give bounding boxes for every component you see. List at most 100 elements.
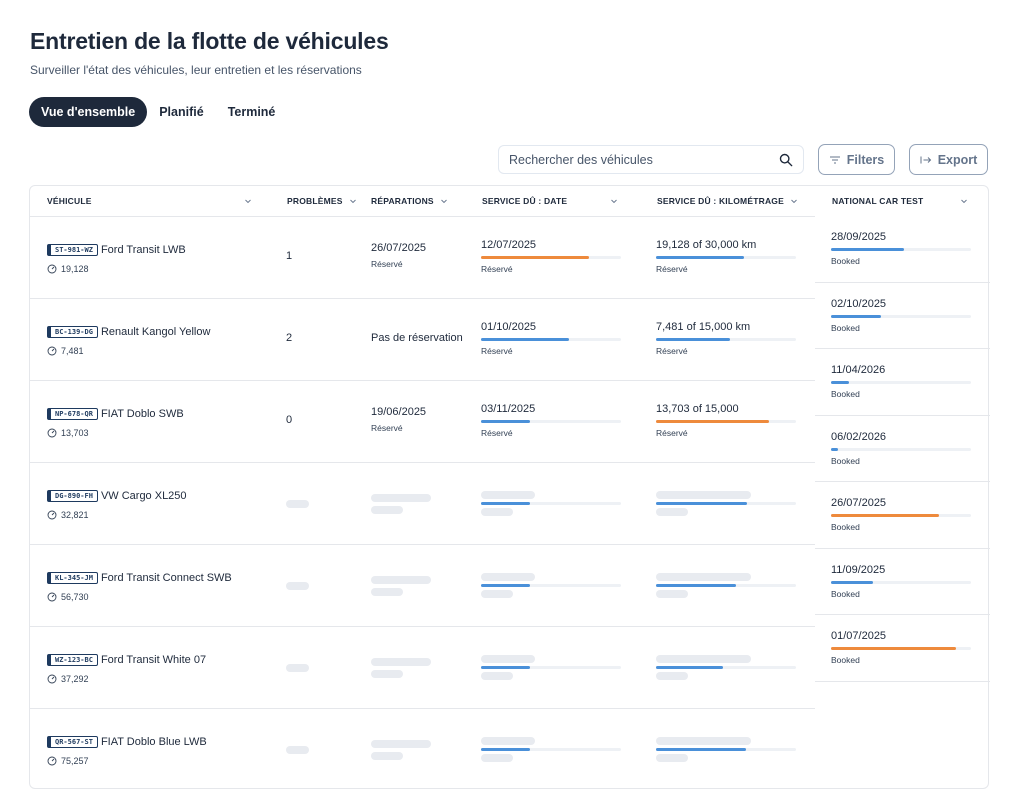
repairs-skeleton xyxy=(371,494,431,502)
service-date: 12/07/2025 xyxy=(481,239,537,251)
vehicle-line: DG-890-FH VW Cargo XL250 xyxy=(47,487,187,505)
vehicle-name[interactable]: Renault Kangol Yellow xyxy=(100,325,211,338)
search-box xyxy=(498,145,804,174)
vehicle-cell: NP-678-QR FIAT Doblo SWB 13,703 xyxy=(47,405,184,438)
nct-bar xyxy=(831,647,971,650)
odometer: 7,481 xyxy=(47,346,210,356)
service-km-skeleton xyxy=(656,754,688,762)
service-km-cell: 19,128 of 30,000 km Réservé xyxy=(656,239,796,274)
vehicle-line: KL-345-JM Ford Transit Connect SWB xyxy=(47,569,232,587)
repairs-status: Réservé xyxy=(371,259,403,269)
repairs-date: 19/06/2025 xyxy=(371,406,427,418)
service-date-bar-wrap xyxy=(481,579,621,587)
table-row[interactable]: KL-345-JM Ford Transit Connect SWB 56,730 xyxy=(30,544,815,626)
service-km-bar xyxy=(656,338,796,341)
nct-item[interactable]: 28/09/2025 Booked xyxy=(815,216,990,283)
filters-button[interactable]: Filters xyxy=(818,144,895,175)
col-problems[interactable]: PROBLÈMES xyxy=(287,186,357,216)
nct-item[interactable]: 26/07/2025 Booked xyxy=(815,482,990,549)
problems-skeleton xyxy=(286,664,309,672)
repairs-skeleton xyxy=(371,506,403,514)
service-km-bar-wrap xyxy=(656,497,796,505)
service-date-bar xyxy=(481,584,621,587)
vehicle-name[interactable]: Ford Transit White 07 xyxy=(100,653,207,666)
search-icon[interactable] xyxy=(779,153,793,167)
col-vehicle[interactable]: VÉHICULE xyxy=(47,186,252,216)
service-date-bar-wrap xyxy=(481,661,621,669)
service-km-skeleton xyxy=(656,508,688,516)
search-input[interactable] xyxy=(509,152,779,167)
odometer: 32,821 xyxy=(47,510,187,520)
vehicle-name[interactable]: VW Cargo XL250 xyxy=(100,489,187,502)
odometer: 56,730 xyxy=(47,592,232,602)
service-km-skeleton xyxy=(656,672,688,680)
nct-status: Booked xyxy=(831,389,860,399)
service-date-bar xyxy=(481,256,621,259)
col-service-km[interactable]: SERVICE DÛ : KILOMÉTRAGE xyxy=(657,186,798,216)
service-date-bar-fill xyxy=(481,256,589,259)
col-vehicle-label: VÉHICULE xyxy=(47,196,92,206)
service-km-bar-wrap xyxy=(656,579,796,587)
vehicle-name[interactable]: Ford Transit Connect SWB xyxy=(100,571,232,584)
nct-item[interactable]: 11/09/2025 Booked xyxy=(815,549,990,615)
service-km-bar xyxy=(656,666,796,669)
table-row[interactable]: WZ-123-BC Ford Transit White 07 37,292 xyxy=(30,626,815,708)
license-plate: ST-981-WZ xyxy=(47,243,98,256)
service-km-bar-fill xyxy=(656,748,746,751)
col-service-date[interactable]: SERVICE DÛ : DATE xyxy=(482,186,618,216)
nct-bar xyxy=(831,314,971,318)
chevron-down-icon xyxy=(440,199,447,204)
nct-date: 01/07/2025 xyxy=(831,630,887,642)
table-row[interactable]: DG-890-FH VW Cargo XL250 32,821 xyxy=(30,462,815,544)
tab-completed[interactable]: Terminé xyxy=(227,105,276,119)
service-date-skeleton xyxy=(481,754,513,762)
odometer: 13,703 xyxy=(47,428,184,438)
vehicle-name[interactable]: FIAT Doblo Blue LWB xyxy=(100,735,207,748)
odometer: 75,257 xyxy=(47,756,207,766)
table-row[interactable]: QR-567-ST FIAT Doblo Blue LWB 75,257 xyxy=(30,708,815,790)
problems-count: 1 xyxy=(286,250,293,262)
tab-overview[interactable]: Vue d'ensemble xyxy=(29,97,148,127)
nct-bar xyxy=(831,381,971,384)
service-km-bar-wrap xyxy=(656,743,796,751)
vehicle-name[interactable]: FIAT Doblo SWB xyxy=(100,407,184,420)
nct-item[interactable]: 11/04/2026 Booked xyxy=(815,349,990,416)
service-km: 13,703 of 15,000 xyxy=(656,403,739,415)
nct-bar-fill xyxy=(831,248,904,251)
service-date-skeleton xyxy=(481,573,535,581)
chevron-down-icon xyxy=(961,199,967,204)
nct-item[interactable]: 02/10/2025 Booked xyxy=(815,283,990,349)
col-repairs[interactable]: RÉPARATIONS xyxy=(371,186,448,216)
service-date-status: Réservé xyxy=(481,264,513,274)
service-km-bar-fill xyxy=(656,502,747,505)
page-title: Entretien de la flotte de véhicules xyxy=(30,28,389,54)
col-nct[interactable]: NATIONAL CAR TEST xyxy=(832,186,968,216)
nct-item[interactable]: 01/07/2025 Booked xyxy=(815,615,990,682)
service-date-bar-fill xyxy=(481,584,530,587)
service-date: 03/11/2025 xyxy=(481,403,536,415)
license-plate: BC-139-DG xyxy=(47,325,98,338)
vehicle-name[interactable]: Ford Transit LWB xyxy=(100,243,186,256)
service-km-bar-fill xyxy=(656,338,731,341)
odometer-value: 56,730 xyxy=(61,592,89,602)
table-row[interactable]: NP-678-QR FIAT Doblo SWB 13,703 0 19/06/2025… xyxy=(30,380,815,462)
nct-bar xyxy=(831,248,971,251)
table-row[interactable]: BC-139-DG Renault Kangol Yellow 7,481 2 Pas … xyxy=(30,298,815,380)
nct-item[interactable]: 06/02/2026 Booked xyxy=(815,416,990,482)
vehicle-line: ST-981-WZ Ford Transit LWB xyxy=(47,241,186,259)
service-km-bar-fill xyxy=(656,666,724,669)
service-km-bar-wrap xyxy=(656,661,796,669)
chevron-down-icon xyxy=(245,199,251,204)
service-km-bar xyxy=(656,420,796,423)
service-km-bar xyxy=(656,584,796,587)
table-row[interactable]: ST-981-WZ Ford Transit LWB 19,128 1 26/07/20… xyxy=(30,216,815,298)
service-date-bar xyxy=(481,666,621,669)
service-km-status: Réservé xyxy=(656,346,688,356)
nct-status: Booked xyxy=(831,256,860,266)
tab-planned[interactable]: Planifié xyxy=(159,105,204,119)
page-subtitle: Surveiller l'état des véhicules, leur en… xyxy=(30,63,362,77)
service-km-bar xyxy=(656,502,796,505)
export-button[interactable]: Export xyxy=(909,144,988,175)
odometer: 19,128 xyxy=(47,264,186,274)
gauge-icon xyxy=(47,264,57,274)
